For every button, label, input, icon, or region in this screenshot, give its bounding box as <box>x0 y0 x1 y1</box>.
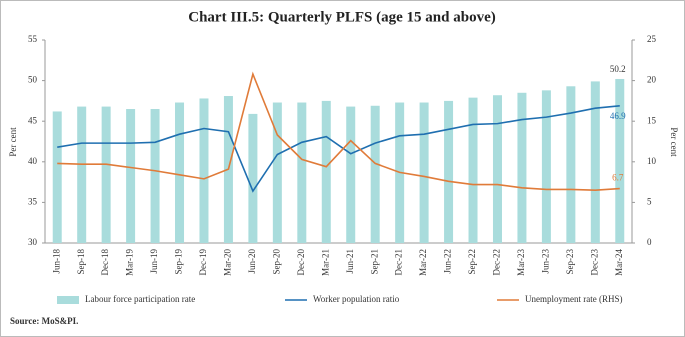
y-tick-label: 50 <box>28 75 38 85</box>
bar <box>444 100 454 244</box>
bar <box>468 97 478 243</box>
bar <box>77 106 87 243</box>
bar <box>346 106 356 243</box>
y-tick-label: 55 <box>28 34 38 44</box>
bar <box>126 109 136 244</box>
x-tick-label: Dec-19 <box>198 249 208 276</box>
y-tick-label: 40 <box>28 156 38 166</box>
x-tick-label: Mar-21 <box>320 249 330 276</box>
bar <box>248 113 258 243</box>
y-tick-label: 35 <box>28 196 38 206</box>
x-tick-label: Mar-24 <box>614 249 624 276</box>
x-tick-label: Jun-21 <box>345 249 355 274</box>
bar <box>272 102 282 243</box>
legend-label: Unemployment rate (RHS) <box>525 294 622 304</box>
data-label: 6.7 <box>612 173 624 183</box>
x-tick-label: Sep-18 <box>76 249 86 275</box>
data-label: 46.9 <box>610 111 626 121</box>
y2-tick-label: 10 <box>647 156 657 166</box>
bar <box>321 100 331 244</box>
x-tick-label: Dec-23 <box>589 249 599 276</box>
bar <box>566 86 576 243</box>
line <box>57 104 620 193</box>
x-tick-label: Mar-19 <box>125 249 135 276</box>
legend-label: Labour force participation rate <box>85 294 195 304</box>
bar <box>101 106 111 243</box>
y2-tick-label: 20 <box>647 75 657 85</box>
x-tick-label: Sep-19 <box>174 249 184 275</box>
y2-tick-label: 25 <box>647 34 657 44</box>
bar <box>370 105 380 243</box>
chart-title: Chart III.5: Quarterly PLFS (age 15 and … <box>188 9 496 25</box>
bar <box>150 109 160 244</box>
x-tick-label: Jun-18 <box>51 249 61 274</box>
x-tick-label: Dec-20 <box>296 249 306 276</box>
bar <box>199 98 209 244</box>
x-tick-label: Sep-21 <box>369 249 379 275</box>
bar <box>615 78 625 243</box>
bar <box>175 102 185 243</box>
y-tick-label: 30 <box>28 237 38 247</box>
x-tick-label: Mar-23 <box>516 249 526 276</box>
x-tick-label: Dec-21 <box>394 249 404 276</box>
bar <box>419 102 429 243</box>
data-label: 50.2 <box>610 64 626 74</box>
x-tick-label: Sep-20 <box>271 249 281 275</box>
x-tick-label: Mar-20 <box>223 249 233 276</box>
x-tick-label: Jun-19 <box>149 249 159 274</box>
legend-label: Worker population ratio <box>313 294 400 304</box>
source-note: Source: MoS&PI. <box>10 316 78 326</box>
x-tick-label: Sep-23 <box>565 249 575 275</box>
x-tick-label: Dec-18 <box>100 249 110 276</box>
y-axis-label: Per cent <box>8 127 18 157</box>
x-tick-label: Sep-22 <box>467 249 477 275</box>
bar <box>492 95 502 243</box>
y-tick-label: 45 <box>28 115 38 125</box>
y2-axis-label: Per cent <box>669 127 679 157</box>
x-tick-label: Jun-22 <box>443 249 453 274</box>
bar <box>517 92 527 243</box>
x-tick-label: Dec-22 <box>492 249 502 276</box>
y2-tick-label: 15 <box>647 115 657 125</box>
bar <box>52 111 62 244</box>
x-tick-label: Jun-23 <box>540 249 550 274</box>
bar <box>590 81 600 243</box>
y2-tick-label: 0 <box>647 237 652 247</box>
bar <box>297 102 307 243</box>
bar <box>541 90 551 244</box>
line <box>57 71 620 192</box>
legend-swatch <box>57 296 79 304</box>
x-tick-label: Mar-22 <box>418 249 428 276</box>
x-tick-label: Jun-20 <box>247 249 257 274</box>
y2-tick-label: 5 <box>647 196 652 206</box>
